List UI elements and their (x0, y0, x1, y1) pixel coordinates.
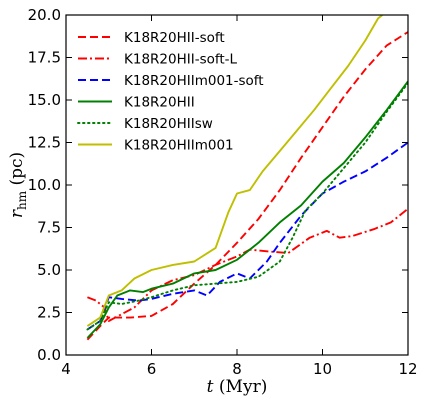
legend-label: K18R20HIIm001 (124, 138, 234, 154)
legend-label: K18R20HIIm001-soft (124, 73, 264, 89)
x-tick-label: 12 (398, 360, 417, 378)
legend-label: K18R20HII-soft (124, 30, 225, 46)
y-tick-label: 5.0 (37, 261, 61, 279)
x-tick-label: 6 (147, 360, 157, 378)
y-tick-label: 2.5 (37, 304, 61, 322)
y-tick-label: 15.0 (28, 91, 61, 109)
series-line-k18r20hiim001-soft (86, 141, 408, 331)
y-tick-label: 12.5 (28, 134, 61, 152)
y-tick-label: 20.0 (28, 6, 61, 24)
legend-label: K18R20HII-soft-L (124, 52, 238, 68)
series-line-k18r20hii (86, 80, 408, 339)
x-axis-label: t (Myr) (207, 377, 268, 397)
legend-label: K18R20HIIsw (124, 116, 213, 132)
y-axis-label: rhm (pc) (7, 152, 29, 218)
y-tick-label: 17.5 (28, 49, 61, 67)
y-tick-label: 10.0 (28, 176, 61, 194)
series-line-k18r20hii-soft-l (87, 208, 408, 322)
x-tick-label: 10 (313, 360, 332, 378)
x-tick-label: 4 (61, 360, 71, 378)
legend-label: K18R20HII (124, 95, 195, 111)
legend: K18R20HII-soft K18R20HII-soft-L K18R20HIIm… (77, 30, 264, 154)
series-line-k18r20hiim001 (86, 15, 383, 327)
y-tick-label: 0.0 (37, 346, 61, 364)
y-tick-label: 7.5 (37, 219, 61, 237)
x-tick-label: 8 (232, 360, 242, 378)
series-line-k18r20hiisw (86, 82, 408, 331)
